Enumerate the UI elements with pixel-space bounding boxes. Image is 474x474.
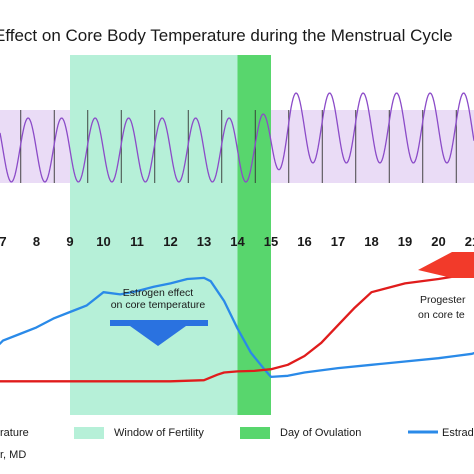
progesterone-effect-arrow [418,252,474,278]
legend-swatch-ovulation [240,427,270,439]
chart-title: Effect on Core Body Temperature during t… [0,26,453,45]
legend: rature Window of Fertility Day of Ovulat… [0,427,474,439]
estrogen-annotation-line-1: Estrogen effect [123,287,194,299]
estrogen-annotation-line-2: on core temperature [111,299,206,311]
legend-swatch-fertility [74,427,104,439]
temperature-band-right [271,110,474,183]
day-label-15: 15 [264,234,278,249]
day-label-7: 7 [0,234,7,249]
day-axis-labels: 7 8 9 10 11 12 13 14 15 16 17 18 19 20 21 [0,234,474,249]
legend-label-temperature: rature [0,427,29,439]
day-label-21: 21 [465,234,474,249]
estrogen-effect-arrow [110,320,208,346]
day-label-14: 14 [230,234,245,249]
day-label-8: 8 [33,234,40,249]
day-label-10: 10 [96,234,110,249]
day-label-11: 11 [130,234,144,249]
legend-label-fertility: Window of Fertility [114,427,204,439]
core-temperature-wave [0,92,474,183]
day-label-18: 18 [364,234,378,249]
day-label-17: 17 [331,234,345,249]
day-label-12: 12 [163,234,177,249]
credit-text: r, MD [0,449,26,461]
progesterone-annotation-line-1: Progester [420,294,466,306]
estradiol-line [0,276,474,379]
day-label-9: 9 [66,234,73,249]
progesterone-line [0,274,474,383]
ovulation-day-region [237,55,271,415]
legend-label-ovulation: Day of Ovulation [280,427,361,439]
progesterone-annotation-line-2: on core te [418,309,465,321]
day-label-13: 13 [197,234,211,249]
day-label-16: 16 [297,234,311,249]
legend-label-estradiol: Estradiol [442,427,474,439]
day-label-20: 20 [431,234,445,249]
day-label-19: 19 [398,234,412,249]
